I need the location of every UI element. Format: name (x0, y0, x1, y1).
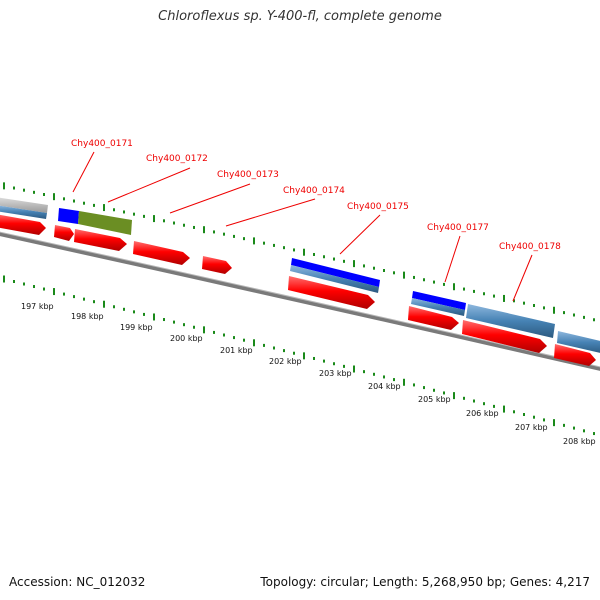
outer-tick-row (3, 182, 595, 322)
kbp-label: 201 kbp (220, 346, 253, 355)
cds-arrow (288, 276, 375, 309)
leader-line (169, 183, 251, 214)
gene-block-blue (412, 291, 466, 310)
gene-label: Chy400_0172 (146, 154, 208, 164)
gene-block-steel (290, 265, 379, 293)
cds-arrow (74, 229, 127, 251)
genome-backbone-highlight (0, 231, 600, 368)
kbp-label: 198 kbp (71, 312, 104, 321)
kbp-label: 203 kbp (319, 369, 352, 378)
gene-label: Chy400_0175 (347, 202, 409, 212)
leader-line (72, 151, 95, 193)
leader-line (225, 198, 316, 227)
gene-block-blue (58, 208, 79, 224)
leader-line (444, 235, 461, 283)
gene-label-leaders (72, 151, 533, 302)
gene-label: Chy400_0173 (217, 170, 279, 180)
cds-arrow (202, 256, 232, 274)
cds-arrow (408, 306, 459, 330)
kbp-label: 205 kbp (418, 395, 451, 404)
cds-arrow (462, 320, 547, 353)
kbp-label: 202 kbp (269, 357, 302, 366)
gene-block-steel (0, 205, 47, 219)
gene-block-steel (466, 304, 555, 338)
kbp-label: 197 kbp (21, 302, 54, 311)
kbp-label: 199 kbp (120, 323, 153, 332)
cds-arrow (54, 225, 74, 241)
gene-label: Chy400_0171 (71, 139, 133, 149)
cds-arrow (554, 344, 596, 366)
inner-tick-row (3, 275, 595, 436)
leader-line (339, 214, 381, 255)
kbp-label: 200 kbp (170, 334, 203, 343)
gene-label: Chy400_0177 (427, 223, 489, 233)
gene-block-steel (557, 331, 600, 353)
map-title: Chloroflexus sp. Y-400-fl, complete geno… (158, 9, 442, 24)
gene-labels: Chy400_0171 Chy400_0172 Chy400_0173 Chy4… (71, 139, 561, 252)
gene-label: Chy400_0174 (283, 186, 345, 196)
gene-label: Chy400_0178 (499, 242, 561, 252)
kbp-label: 206 kbp (466, 409, 499, 418)
kbp-label: 208 kbp (563, 437, 596, 446)
gene-block-grey (0, 197, 48, 213)
genome-backbone (0, 232, 600, 371)
gene-block-steel (411, 298, 465, 316)
leader-line (512, 254, 533, 302)
kbp-labels: 197 kbp 198 kbp 199 kbp 200 kbp 201 kbp … (21, 302, 596, 446)
kbp-label: 204 kbp (368, 382, 401, 391)
gene-block-olive (78, 211, 132, 235)
accession-text: Accession: NC_012032 (9, 575, 146, 589)
cds-arrow (0, 214, 46, 235)
genome-summary-text: Topology: circular; Length: 5,268,950 bp… (260, 575, 590, 589)
gene-block-blue (291, 258, 380, 287)
upper-gene-track (0, 197, 600, 353)
leader-line (107, 167, 191, 203)
kbp-label: 207 kbp (515, 423, 548, 432)
cds-arrow (133, 241, 190, 265)
lower-gene-track (0, 214, 596, 366)
